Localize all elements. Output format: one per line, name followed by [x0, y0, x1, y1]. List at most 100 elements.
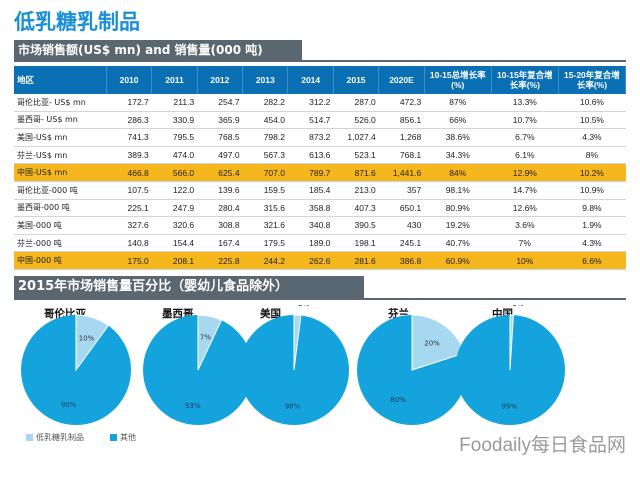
- table-cell: 390.5: [333, 216, 379, 235]
- table-cell: 4.3%: [558, 234, 626, 253]
- table-cell: 34.3%: [424, 146, 492, 165]
- column-header: 2011: [151, 66, 198, 94]
- table-cell: 87%: [424, 94, 492, 112]
- table-cell: 208.1: [151, 251, 198, 270]
- table-cell: 3.6%: [491, 216, 559, 235]
- table-cell: 312.2: [287, 94, 334, 112]
- pie-label-low-lactose: 2%: [298, 305, 309, 308]
- legend-swatch-low-lactose: [26, 434, 33, 441]
- table-cell: 567.3: [242, 146, 288, 165]
- table-row: 中国-000 吨 175.0 208.1 225.8 244.2 262.6 281.6 38…: [14, 251, 626, 270]
- row-label: 美国-000 吨: [14, 216, 107, 235]
- table-cell: 19.2%: [424, 216, 492, 235]
- table-cell: 798.2: [242, 128, 288, 147]
- table-cell: 213.0: [333, 181, 379, 200]
- table-cell: 179.5: [242, 234, 288, 253]
- table-body: 哥伦比亚- US$ mn 172.7 211.3 254.7 282.2 312.2 287…: [14, 94, 626, 270]
- table-cell: 365.9: [197, 111, 243, 130]
- column-header: 10-15年复合增长率(%): [491, 66, 559, 94]
- pie-slice-low-lactose: [509, 314, 514, 371]
- table-cell: 514.7: [287, 111, 334, 130]
- pie-label-other: 98%: [285, 403, 301, 411]
- table-cell: 84%: [424, 163, 492, 182]
- row-label: 中国-000 吨: [14, 251, 107, 270]
- table-cell: 281.6: [333, 251, 379, 270]
- pie-chart: 2% 98%: [239, 305, 349, 425]
- column-header: 10-15总增长率 (%): [424, 66, 492, 94]
- table-cell: 856.1: [378, 111, 425, 130]
- pie-slice-low-lactose: [197, 314, 223, 371]
- table-cell: 172.7: [106, 94, 152, 112]
- legend-swatch-other: [110, 434, 117, 441]
- table-cell: 280.4: [197, 199, 243, 218]
- table-cell: 10.7%: [491, 111, 559, 130]
- table-cell: 244.2: [242, 251, 288, 270]
- table-cell: 707.0: [242, 163, 288, 182]
- table-row: 美国-000 吨 327.6 320.6 308.8 321.6 340.8 390.5 43…: [14, 216, 626, 235]
- pie-label-other: 99%: [501, 403, 517, 411]
- table-cell: 6.1%: [491, 146, 559, 165]
- table-cell: 871.6: [333, 163, 379, 182]
- table-cell: 10.9%: [558, 181, 626, 200]
- table-cell: 795.5: [151, 128, 198, 147]
- table-cell: 245.1: [378, 234, 425, 253]
- table-cell: 9.8%: [558, 199, 626, 218]
- table-cell: 185.4: [287, 181, 334, 200]
- legend-item-low-lactose: 低乳糖乳制品: [26, 432, 84, 443]
- pie-label-low-lactose: 7%: [200, 334, 211, 342]
- legend-label-other: 其他: [120, 433, 136, 442]
- table-row: 哥伦比亚- US$ mn 172.7 211.3 254.7 282.2 312.2 287…: [14, 94, 626, 112]
- pie-label-other: 80%: [390, 396, 406, 404]
- table-cell: 768.5: [197, 128, 243, 147]
- pie-chart: 10% 90%: [21, 314, 131, 425]
- table-cell: 7%: [491, 234, 559, 253]
- column-header: 2015: [333, 66, 380, 94]
- table-cell: 225.1: [106, 199, 152, 218]
- table-cell: 8%: [558, 146, 626, 165]
- column-header: 2012: [197, 66, 244, 94]
- table-row: 芬兰-US$ mn 389.3 474.0 497.0 567.3 613.6 523.1 7…: [14, 146, 626, 165]
- row-label: 哥伦比亚-000 吨: [14, 181, 107, 200]
- table-cell: 454.0: [242, 111, 288, 130]
- table-cell: 407.3: [333, 199, 379, 218]
- table-cell: 430: [378, 216, 425, 235]
- table-cell: 472.3: [378, 94, 425, 112]
- column-header: 2010: [106, 66, 153, 94]
- table-cell: 389.3: [106, 146, 152, 165]
- table-cell: 167.4: [197, 234, 243, 253]
- row-label: 美国-US$ mn: [14, 128, 107, 147]
- table-cell: 566.0: [151, 163, 198, 182]
- table-cell: 873.2: [287, 128, 334, 147]
- table-cell: 66%: [424, 111, 492, 130]
- table-cell: 14.7%: [491, 181, 559, 200]
- column-header: 15-20年复合增长率(%): [558, 66, 627, 94]
- table-cell: 474.0: [151, 146, 198, 165]
- pie-chart: 1% 99%: [455, 305, 565, 425]
- table-cell: 10.2%: [558, 163, 626, 182]
- column-header: 地区: [14, 66, 107, 94]
- table-cell: 13.3%: [491, 94, 559, 112]
- table-cell: 282.2: [242, 94, 288, 112]
- table-cell: 10.5%: [558, 111, 626, 130]
- table-cell: 308.8: [197, 216, 243, 235]
- table-cell: 386.8: [378, 251, 425, 270]
- pie-label-low-lactose: 20%: [424, 339, 440, 347]
- table-cell: 1,441.6: [378, 163, 425, 182]
- table-cell: 98.1%: [424, 181, 492, 200]
- table-cell: 80.9%: [424, 199, 492, 218]
- table-cell: 625.4: [197, 163, 243, 182]
- table-cell: 198.1: [333, 234, 379, 253]
- table-cell: 159.5: [242, 181, 288, 200]
- table-row: 芬兰-000 吨 140.8 154.4 167.4 179.5 189.0 198.1 24…: [14, 234, 626, 253]
- table-cell: 1.9%: [558, 216, 626, 235]
- table-cell: 330.9: [151, 111, 198, 130]
- row-label: 哥伦比亚- US$ mn: [14, 94, 107, 112]
- table-cell: 10.6%: [558, 94, 626, 112]
- table-cell: 122.0: [151, 181, 198, 200]
- table-cell: 60.9%: [424, 251, 492, 270]
- table-cell: 526.0: [333, 111, 379, 130]
- table-cell: 247.9: [151, 199, 198, 218]
- table-cell: 650.1: [378, 199, 425, 218]
- table-cell: 768.1: [378, 146, 425, 165]
- pie-title: 美国: [260, 308, 281, 320]
